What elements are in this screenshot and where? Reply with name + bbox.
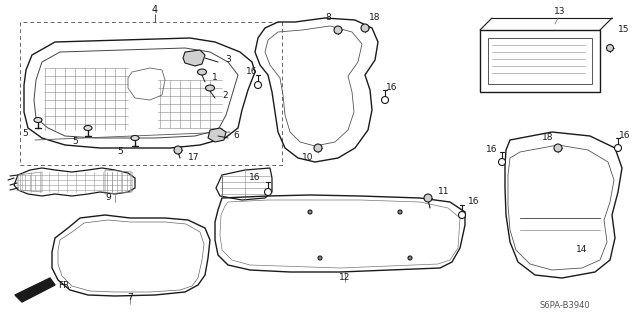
Text: 16: 16: [387, 84, 397, 93]
Ellipse shape: [361, 24, 369, 32]
Ellipse shape: [255, 81, 262, 88]
Text: 8: 8: [325, 13, 331, 23]
Ellipse shape: [264, 189, 271, 196]
Ellipse shape: [408, 256, 412, 260]
Bar: [480, 30, 600, 92]
Text: 15: 15: [618, 26, 630, 34]
Ellipse shape: [334, 26, 342, 34]
Ellipse shape: [424, 194, 432, 202]
Text: 14: 14: [576, 246, 588, 255]
Text: 2: 2: [222, 91, 228, 100]
Ellipse shape: [205, 85, 214, 91]
Text: 4: 4: [152, 5, 158, 15]
Text: 10: 10: [302, 153, 314, 162]
Text: 11: 11: [438, 188, 449, 197]
Polygon shape: [183, 50, 205, 66]
Text: FR.: FR.: [58, 280, 72, 290]
Text: S6PA-B3940: S6PA-B3940: [540, 300, 590, 309]
Ellipse shape: [198, 69, 207, 75]
Ellipse shape: [174, 146, 182, 154]
Ellipse shape: [554, 144, 562, 152]
Polygon shape: [15, 278, 55, 302]
Text: 5: 5: [72, 137, 78, 146]
Ellipse shape: [308, 210, 312, 214]
Text: 7: 7: [127, 293, 133, 302]
Text: 1: 1: [212, 73, 218, 83]
Text: 16: 16: [249, 174, 260, 182]
Ellipse shape: [458, 211, 465, 219]
Bar: [488, 38, 592, 84]
Text: 16: 16: [246, 68, 258, 77]
Ellipse shape: [614, 145, 621, 152]
Ellipse shape: [131, 136, 139, 140]
Ellipse shape: [318, 256, 322, 260]
Text: 13: 13: [554, 8, 566, 17]
Text: 16: 16: [468, 197, 479, 206]
Text: 12: 12: [339, 273, 351, 283]
Text: 6: 6: [233, 131, 239, 140]
Ellipse shape: [381, 97, 388, 103]
Ellipse shape: [499, 159, 506, 166]
Ellipse shape: [398, 210, 402, 214]
Polygon shape: [208, 128, 226, 142]
Text: 16: 16: [486, 145, 498, 154]
Text: 5: 5: [22, 129, 28, 137]
Text: 5: 5: [117, 147, 123, 157]
Text: 18: 18: [369, 13, 381, 23]
Ellipse shape: [314, 144, 322, 152]
Ellipse shape: [607, 44, 614, 51]
Ellipse shape: [84, 125, 92, 130]
Text: 18: 18: [542, 133, 554, 143]
Bar: [20, 22, 282, 165]
Text: 9: 9: [105, 194, 111, 203]
Text: 16: 16: [620, 130, 631, 139]
Ellipse shape: [34, 117, 42, 122]
Text: 3: 3: [225, 56, 231, 64]
Text: 17: 17: [188, 153, 200, 162]
